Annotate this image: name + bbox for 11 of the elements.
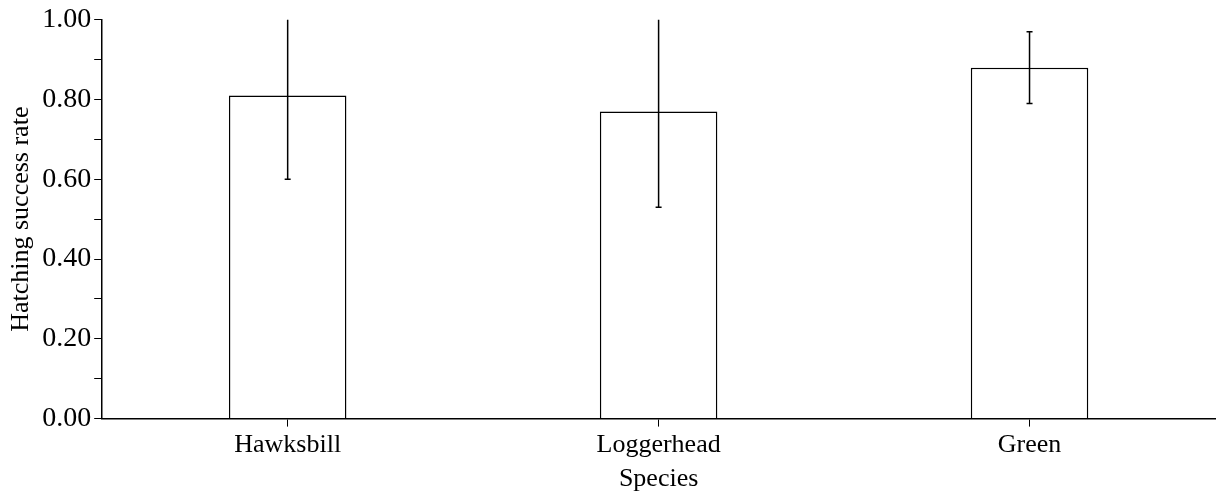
x-tick-label: Hawksbill xyxy=(234,429,342,459)
y-tick-label: 0.20 xyxy=(42,321,92,353)
y-tick-label: 0.00 xyxy=(42,400,92,432)
y-axis-title: Hatching success rate xyxy=(5,106,35,332)
x-tick-label: Green xyxy=(997,429,1062,459)
y-tick-label: 0.60 xyxy=(42,161,92,193)
y-tick-label: 1.00 xyxy=(42,2,92,34)
y-tick-label: 0.40 xyxy=(42,241,92,273)
y-tick-label: 0.80 xyxy=(42,81,92,113)
x-axis-title: Species xyxy=(618,463,699,493)
x-tick-label: Loggerhead xyxy=(596,429,721,459)
